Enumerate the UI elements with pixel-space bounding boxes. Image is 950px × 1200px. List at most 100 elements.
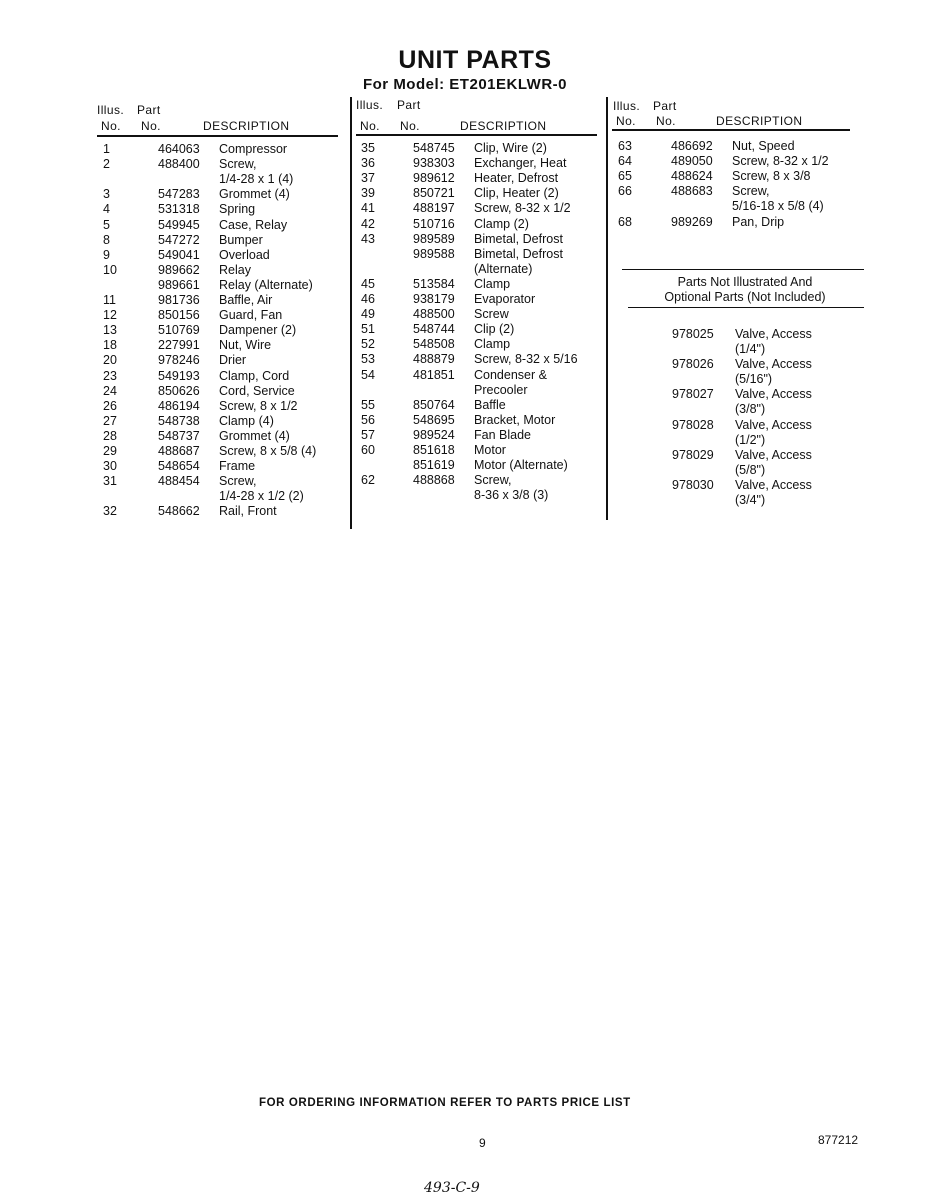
part-number: 488500: [413, 307, 455, 322]
part-number: 481851: [413, 367, 455, 382]
part-description: Motor: [474, 443, 506, 458]
part-description: Relay (Alternate): [219, 278, 313, 293]
illus-number: 35: [361, 141, 375, 155]
description-line: Clip, Heater (2): [474, 186, 559, 201]
part-description: Exchanger, Heat: [474, 156, 566, 171]
illus-number: 46: [361, 292, 375, 306]
description-line: Valve, Access: [735, 417, 812, 432]
part-description: Guard, Fan: [219, 308, 282, 323]
description-line: Motor (Alternate): [474, 458, 568, 473]
header-part-no: No.: [656, 114, 676, 128]
part-number: 548744: [413, 322, 455, 337]
part-number: 938179: [413, 292, 455, 306]
illus-number: 1: [103, 142, 110, 156]
part-number: 488879: [413, 352, 455, 367]
description-line: (5/8"): [735, 462, 766, 477]
description-line: Clip (2): [474, 322, 515, 337]
part-number: 548508: [413, 337, 455, 352]
description-line: Precooler: [474, 382, 528, 397]
header-illus: Illus.: [356, 98, 384, 112]
part-number: 489050: [671, 154, 713, 169]
part-number: 978028: [672, 417, 714, 432]
description-line: Bracket, Motor: [474, 412, 556, 427]
handwritten-note: 493-C-9: [424, 1180, 480, 1196]
part-number: 486194: [158, 398, 200, 413]
description-line: (3/4"): [735, 493, 766, 508]
part-description: Valve, Access (3/4"): [735, 478, 812, 508]
illus-number: 42: [361, 216, 375, 231]
part-number: 978025: [672, 327, 714, 341]
ordering-note: FOR ORDERING INFORMATION REFER TO PARTS …: [259, 1097, 631, 1109]
description-line: (5/16"): [735, 372, 773, 387]
part-description: Screw: [474, 307, 509, 322]
illus-number: 54: [361, 367, 375, 382]
illus-number: 56: [361, 412, 375, 427]
part-description: Clip (2): [474, 322, 514, 337]
part-number: 548654: [158, 459, 200, 474]
header-part: Part: [137, 103, 161, 117]
description-line: Cord, Service: [219, 383, 295, 398]
illus-number: 52: [361, 337, 375, 352]
part-description: Grommet (4): [219, 429, 290, 444]
description-line: Nut, Wire: [219, 338, 272, 353]
illus-number: 39: [361, 186, 375, 201]
description-line: 1/4-28 x 1/2 (2): [219, 489, 304, 504]
part-number: 548662: [158, 504, 200, 519]
illus-number: 11: [103, 293, 116, 307]
illus-number: 41: [361, 201, 375, 216]
description-line: Relay: [219, 262, 251, 277]
part-description: Bimetal, Defrost: [474, 232, 563, 247]
description-line: Compressor: [219, 142, 288, 156]
part-description: Valve, Access (1/2"): [735, 418, 812, 448]
part-number: 850764: [413, 397, 455, 412]
part-description: Screw, 5/16-18 x 5/8 (4): [732, 184, 824, 214]
illus-number: 26: [103, 398, 117, 413]
description-line: Screw, 8-32 x 1/2: [732, 154, 829, 169]
header-illus: Illus.: [613, 99, 641, 113]
part-description: Rail, Front: [219, 504, 277, 519]
description-line: Valve, Access: [735, 478, 812, 492]
part-number: 850721: [413, 186, 455, 201]
part-number: 547272: [158, 232, 200, 247]
part-description: Evaporator: [474, 292, 535, 307]
illus-number: 66: [618, 184, 632, 199]
part-description: Compressor: [219, 142, 287, 157]
part-description: Screw, 8-32 x 1/2: [474, 201, 571, 216]
illus-number: 24: [103, 383, 117, 398]
part-description: Dampener (2): [219, 323, 296, 338]
part-number: 548745: [413, 141, 455, 155]
header-part-no: No.: [141, 119, 161, 133]
illus-number: 27: [103, 413, 117, 428]
part-description: Clamp (2): [474, 217, 529, 232]
description-line: Clamp, Cord: [219, 368, 290, 383]
divider: [356, 134, 597, 136]
divider: [622, 269, 864, 270]
part-number: 978246: [158, 353, 200, 368]
illus-number: 23: [103, 368, 117, 383]
description-line: Valve, Access: [735, 447, 812, 462]
part-description: Valve, Access (5/8"): [735, 448, 812, 478]
illus-number: 31: [103, 474, 117, 489]
part-description: Bimetal, Defrost (Alternate): [474, 247, 563, 277]
illus-number: 65: [618, 169, 632, 184]
header-description: DESCRIPTION: [203, 119, 290, 133]
part-description: Nut, Speed: [732, 139, 795, 154]
description-line: Baffle: [474, 397, 506, 412]
part-description: Clamp, Cord: [219, 369, 289, 384]
description-line: Grommet (4): [219, 428, 290, 443]
illus-number: 12: [103, 308, 117, 323]
part-number: 851618: [413, 443, 455, 457]
illus-number: 51: [361, 322, 375, 337]
description-line: Screw,: [219, 157, 257, 172]
illus-number: 9: [103, 247, 110, 262]
part-number: 488683: [671, 184, 713, 199]
description-line: Screw,: [474, 473, 512, 488]
part-number: 978026: [672, 357, 714, 372]
part-description: Motor (Alternate): [474, 458, 568, 473]
part-number: 981736: [158, 293, 200, 307]
description-line: Screw, 8-32 x 5/16: [474, 352, 578, 367]
description-line: Screw, 8 x 1/2: [219, 398, 298, 413]
description-line: Rail, Front: [219, 504, 277, 519]
part-number: 989662: [158, 262, 200, 277]
header-part: Part: [397, 98, 421, 112]
